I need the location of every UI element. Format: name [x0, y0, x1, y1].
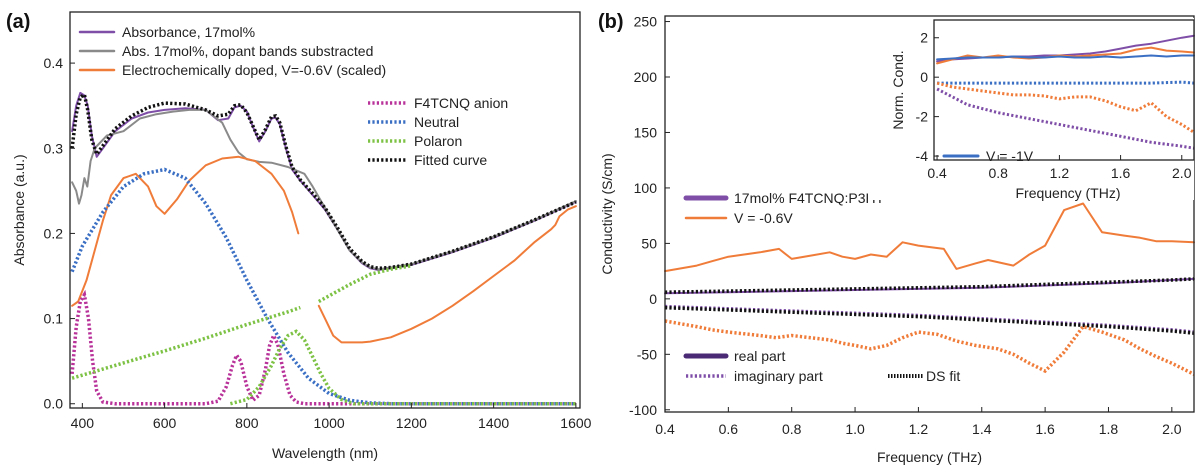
panel-b-series-ds-fit-imaginary: [664, 305, 1195, 335]
inset-x-tick-label: 2.0: [1172, 165, 1192, 181]
panel-b-x-tick-label: 1.6: [1035, 421, 1055, 437]
panel-b-y-tick-label: 50: [641, 235, 657, 251]
panel-b-axes-frame: [664, 15, 1195, 413]
panel-b-legend-bottom: real part imaginary part DS fit: [683, 348, 960, 384]
inset-x-tick-label: 0.4: [927, 165, 947, 181]
panel-b-y-tick-label: -100: [629, 402, 657, 418]
panel-b-y-tick-label: -50: [637, 346, 657, 362]
panel-b-y-tick-label: 100: [634, 180, 658, 196]
panel-a-series-polaron: [71, 305, 301, 380]
panel-b-x-tick-label: 1.2: [909, 421, 929, 437]
panel-b-x-tick-label: 0.4: [655, 421, 675, 437]
panel-b-x-axis-title: Frequency (THz): [877, 449, 982, 465]
inset-y-tick-label: 2: [920, 30, 928, 46]
panel-a-y-axis-title: Absorbance (a.u.): [11, 154, 27, 265]
panel-a-series-polaron-segment-2: [317, 264, 412, 304]
panel-a-fit-legend-label: F4TCNQ anion: [414, 95, 508, 111]
inset-x-tick-label: 0.8: [989, 165, 1009, 181]
panel-b-inset: 0.4 0.8 1.2 1.6 2.0 -4 -2 0 2 Frequency (THz) No…: [868, 18, 1195, 201]
panel-a-x-tick-label: 1200: [396, 415, 427, 431]
panel-a-legend-main: Absorbance, 17mol% Abs. 17mol%, dopant ba…: [78, 24, 386, 78]
panel-b-letter: (b): [598, 11, 624, 33]
panel-a-y-tick-label: 0.4: [44, 55, 64, 71]
panel-a: (a) 400 600 800 1000 1200 1400 1600 0.0 0.1 0.2 0.…: [6, 11, 592, 461]
inset-series-v-1v: [936, 54, 1195, 61]
panel-b-series-ds-fit-real: [664, 277, 1195, 294]
panel-a-legend-fit: F4TCNQ anion Neutral Polaron Fitted curve: [368, 95, 508, 168]
panel-a-y-tick-label: 0.3: [44, 140, 64, 156]
panel-b-top-legend-label: 17mol% F4TCNQ:P3HT: [734, 190, 885, 206]
panel-b-y-axis-title: Conductivity (S/cm): [599, 153, 615, 274]
panel-b-x-tick-label: 1.0: [845, 421, 865, 437]
panel-a-fit-legend-label: Polaron: [414, 133, 462, 149]
panel-b-x-tick-label: 0.6: [719, 421, 739, 437]
panel-a-legend-label: Electrochemically doped, V=-0.6V (scaled…: [122, 62, 386, 78]
panel-b-x-tick-label: 0.8: [782, 421, 802, 437]
panel-a-series-fitted-curve: [70, 91, 577, 271]
panel-b-y-tick-label: 250: [634, 14, 658, 30]
panel-a-x-tick-label: 600: [153, 415, 177, 431]
panel-b-series-v-0-6v-real: [664, 202, 1195, 273]
panel-a-y-tick-label: 0.2: [44, 225, 64, 241]
inset-y-tick-label: -4: [916, 148, 929, 164]
panel-a-x-tick-label: 1600: [560, 415, 591, 431]
panel-b-series: [664, 202, 1195, 376]
panel-a-fit-legend-label: Neutral: [414, 114, 459, 130]
panel-b-y-tick-label: 200: [634, 69, 658, 85]
panel-b-legend-top: 17mol% F4TCNQ:P3HT V = -0.6V: [683, 190, 885, 226]
panel-b-x-tick-label: 1.8: [1099, 421, 1119, 437]
inset-series-v-1v-imaginary: [937, 80, 1195, 85]
panel-b-bottom-legend-label: real part: [734, 348, 785, 364]
panel-a-series-neutral: [70, 167, 576, 406]
panel-a-x-tick-label: 800: [235, 415, 259, 431]
panel-a-series: [70, 91, 577, 406]
inset-x-tick-label: 1.6: [1111, 165, 1131, 181]
panel-a-legend-label: Absorbance, 17mol%: [122, 24, 255, 40]
panel-a-legend-label: Abs. 17mol%, dopant bands substracted: [122, 43, 373, 59]
panel-b-x-tick-label: 1.4: [972, 421, 992, 437]
inset-ticks: 0.4 0.8 1.2 1.6 2.0 -4 -2 0 2: [916, 30, 1192, 181]
panel-a-series-electrochemically-doped-v-0-6v-scaled: [71, 155, 300, 307]
inset-y-tick-label: -2: [916, 109, 929, 125]
panel-a-series-f4tcnq-anion: [70, 289, 576, 406]
inset-series: [936, 34, 1195, 150]
panel-a-series-absorbance-17mol: [71, 91, 577, 271]
inset-y-tick-label: 0: [920, 69, 928, 85]
panel-b-bottom-legend-label: imaginary part: [734, 368, 823, 384]
panel-a-ticks: 400 600 800 1000 1200 1400 1600 0.0 0.1 0.2 0.3 0.4: [44, 55, 592, 431]
panel-b-y-tick-label: 0: [649, 291, 657, 307]
inset-legend-label: V = -1V: [986, 148, 1034, 164]
panel-b-ticks: 0.4 0.6 0.8 1.0 1.2 1.4 1.6 1.8 2.0 -100 -50 0 50 100…: [629, 14, 1182, 437]
inset-x-tick-label: 1.2: [1050, 165, 1070, 181]
panel-a-x-axis-title: Wavelength (nm): [272, 445, 378, 461]
inset-legend: V = -1V: [942, 148, 1034, 164]
panel-b-bottom-legend-label: DS fit: [926, 368, 960, 384]
inset-y-axis-title: Norm. Cond.: [890, 50, 906, 129]
panel-b: (b) 0.4 0.6 0.8 1.0 1.2 1.4 1.6 1.8 2.0 -100 -50 0 5…: [598, 11, 1195, 465]
panel-a-axes-frame: [69, 11, 581, 409]
panel-a-x-tick-label: 1400: [478, 415, 509, 431]
panel-b-x-tick-label: 2.0: [1162, 421, 1182, 437]
inset-x-axis-title: Frequency (THz): [1015, 185, 1120, 201]
inset-axes-frame: [933, 19, 1195, 161]
panel-a-x-tick-label: 400: [71, 415, 95, 431]
panel-a-series-abs-17mol-dopant-bands-substracted: [71, 108, 577, 271]
panel-b-y-tick-label: 150: [634, 124, 658, 140]
panel-a-y-tick-label: 0.1: [44, 311, 64, 327]
panel-a-letter: (a): [6, 11, 30, 33]
panel-a-series-electrochemically-doped-v-0-6v-scaled-segment-2: [317, 205, 577, 344]
panel-b-series-v-0-6v-imaginary: [664, 319, 1195, 376]
panel-a-y-tick-label: 0.0: [44, 396, 64, 412]
panel-a-fit-legend-label: Fitted curve: [414, 152, 487, 168]
panel-a-x-tick-label: 1000: [314, 415, 345, 431]
panel-b-top-legend-label: V = -0.6V: [734, 210, 793, 226]
inset-series-17mol-imaginary: [936, 87, 1195, 150]
